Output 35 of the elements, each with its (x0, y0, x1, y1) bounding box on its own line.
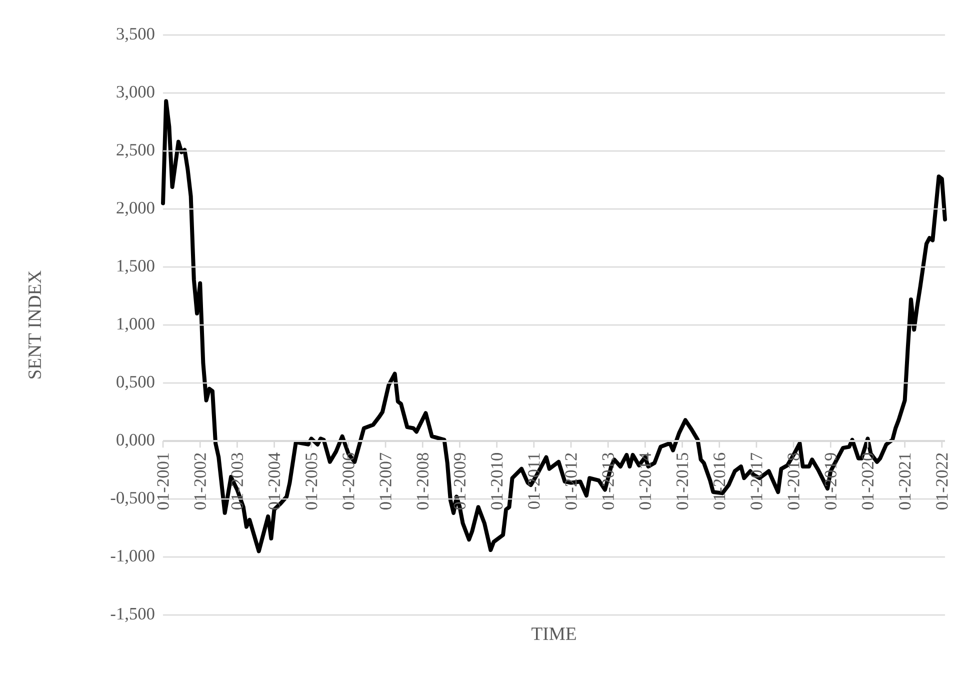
x-tick-label: 01-2002 (194, 453, 206, 510)
y-tick-label: 3,000 (116, 86, 154, 100)
y-tick-label: 1,000 (117, 318, 154, 332)
x-tick-label: 01-2004 (268, 452, 280, 510)
x-tick-label: 01-2011 (528, 453, 540, 509)
x-tick-label: 01-2010 (490, 453, 503, 510)
x-tick-label: 01-2003 (231, 453, 244, 510)
y-tick-label: 1,500 (117, 260, 154, 274)
x-tick-label: 01-2017 (750, 452, 762, 510)
x-tick-label: 01-2007 (380, 452, 392, 510)
x-tick-label: 01-2005 (306, 453, 318, 510)
y-tick-label: 2,500 (116, 144, 154, 158)
y-tick-label: -0,500 (110, 492, 154, 506)
y-tick-label: 0,500 (116, 376, 154, 390)
y-tick-label: 2,000 (116, 202, 154, 216)
y-tick-label: -1,000 (110, 550, 154, 564)
x-tick-label: 01-2019 (824, 453, 836, 510)
y-tick-label: 0,000 (116, 434, 154, 448)
x-tick-label: 01-2001 (157, 453, 169, 510)
y-tick-label: -1,500 (110, 608, 154, 622)
x-axis-title: TIME (532, 628, 576, 640)
y-axis-title: SENT INDEX (28, 270, 42, 378)
x-tick-label: 01-2021 (898, 453, 911, 510)
x-tick-label: 01-2015 (676, 453, 688, 510)
x-tick-label: 01-2006 (342, 452, 354, 510)
x-tick-label: 01-2018 (788, 453, 800, 510)
x-tick-label: 01-2012 (565, 453, 577, 510)
x-tick-label: 01-2022 (936, 453, 948, 510)
x-tick-label: 01-2008 (416, 453, 428, 510)
x-tick-label: 01-2013 (602, 453, 614, 510)
x-tick-label: 01-2009 (454, 453, 466, 510)
y-tick-label: 3,500 (116, 28, 154, 42)
x-tick-label: 01-2020 (862, 453, 874, 510)
x-tick-label: 01-2016 (714, 452, 726, 510)
x-tick-label: 01-2014 (639, 452, 652, 510)
